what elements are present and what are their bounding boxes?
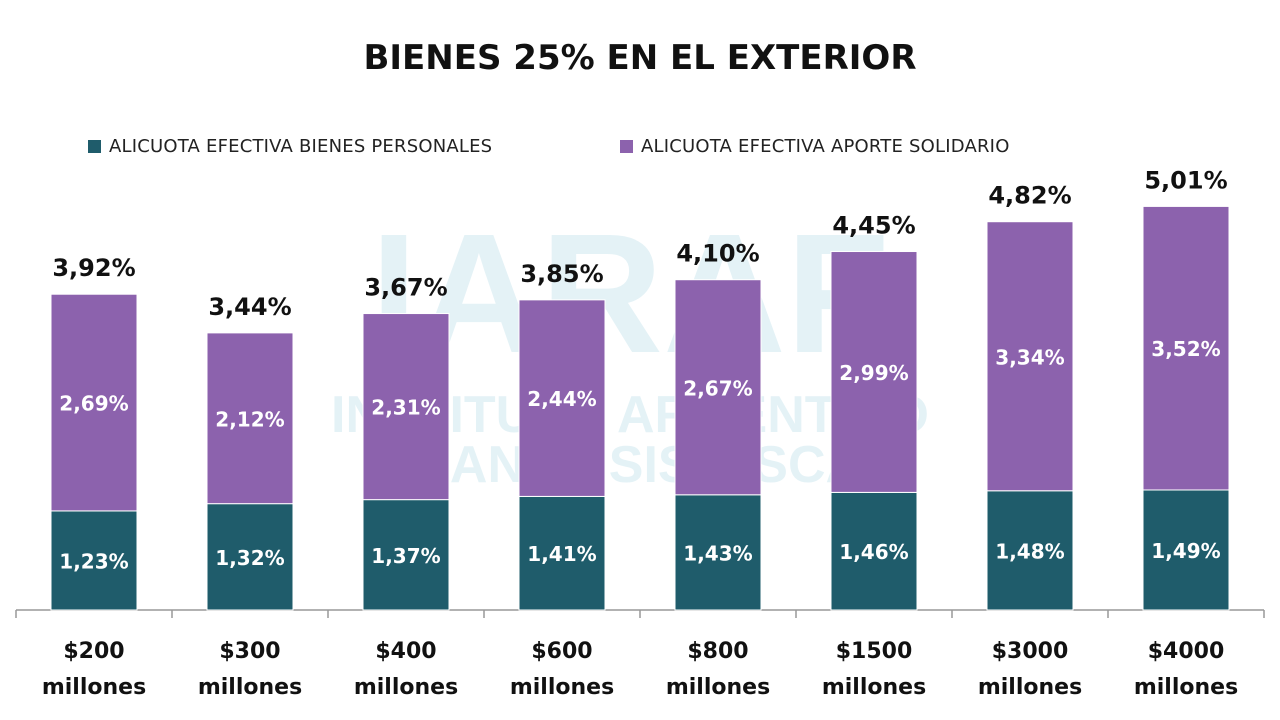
bar-aporte-solidario (830, 251, 918, 493)
data-label-aporte-solidario: 2,31% (371, 396, 440, 420)
bar-aporte-solidario (50, 293, 138, 512)
data-label-aporte-solidario: 2,99% (839, 361, 908, 385)
x-tick-label-unit: millones (1134, 675, 1238, 700)
total-label: 4,45% (832, 212, 915, 240)
total-label: 4,10% (676, 240, 759, 268)
bar-aporte-solidario (362, 313, 450, 501)
total-label: 4,82% (988, 182, 1071, 210)
bar-aporte-solidario (986, 221, 1074, 492)
x-tick-label-amount: $400 (375, 639, 436, 664)
data-label-aporte-solidario: 2,44% (527, 387, 596, 411)
x-tick-label-amount: $200 (63, 639, 124, 664)
bar-bienes-personales (674, 494, 762, 611)
data-label-bienes-personales: 1,32% (215, 546, 284, 570)
data-label-bienes-personales: 1,43% (683, 541, 752, 565)
total-label: 3,44% (208, 293, 291, 321)
legend: ALICUOTA EFECTIVA BIENES PERSONALES ALIC… (0, 136, 1280, 162)
bar-bienes-personales (518, 495, 606, 611)
bar-aporte-solidario (1142, 205, 1230, 491)
total-label: 3,92% (52, 254, 135, 282)
data-label-bienes-personales: 1,37% (371, 544, 440, 568)
data-label-aporte-solidario: 3,34% (995, 345, 1064, 369)
total-label: 3,67% (364, 274, 447, 302)
bar-bienes-personales (1142, 489, 1230, 611)
x-tick-label-amount: $4000 (1148, 639, 1225, 664)
chart-title: BIENES 25% EN EL EXTERIOR (363, 38, 917, 78)
x-tick-label-amount: $800 (687, 639, 748, 664)
bar-bienes-personales (830, 491, 918, 611)
data-label-bienes-personales: 1,49% (1151, 539, 1220, 563)
x-tick-label-amount: $300 (219, 639, 280, 664)
x-tick-label-amount: $3000 (992, 639, 1069, 664)
legend-item-aporte-solidario: ALICUOTA EFECTIVA APORTE SOLIDARIO (620, 136, 1010, 157)
legend-swatch-aporte-solidario (620, 140, 633, 153)
data-label-aporte-solidario: 2,12% (215, 407, 284, 431)
x-tick-label-unit: millones (666, 675, 770, 700)
bar-bienes-personales (362, 499, 450, 611)
x-tick-label-unit: millones (510, 675, 614, 700)
legend-label-bienes-personales: ALICUOTA EFECTIVA BIENES PERSONALES (109, 136, 493, 157)
bar-bienes-personales (206, 503, 294, 611)
data-label-bienes-personales: 1,46% (839, 540, 908, 564)
data-label-bienes-personales: 1,23% (59, 549, 128, 573)
x-tick-label-amount: $1500 (836, 639, 913, 664)
total-label: 3,85% (520, 260, 603, 288)
total-label: 5,01% (1144, 166, 1227, 194)
x-tick-label-unit: millones (354, 675, 458, 700)
bar-bienes-personales (986, 490, 1074, 611)
x-tick-label-unit: millones (42, 675, 146, 700)
x-tick-label-amount: $600 (531, 639, 592, 664)
legend-item-bienes-personales: ALICUOTA EFECTIVA BIENES PERSONALES (88, 136, 492, 157)
bar-aporte-solidario (206, 332, 294, 505)
data-label-aporte-solidario: 3,52% (1151, 337, 1220, 361)
bar-aporte-solidario (674, 279, 762, 496)
data-label-aporte-solidario: 2,69% (59, 392, 128, 416)
x-tick-label-unit: millones (198, 675, 302, 700)
data-label-bienes-personales: 1,41% (527, 542, 596, 566)
legend-label-aporte-solidario: ALICUOTA EFECTIVA APORTE SOLIDARIO (641, 136, 1010, 157)
data-label-aporte-solidario: 2,67% (683, 376, 752, 400)
x-tick-label-unit: millones (822, 675, 926, 700)
bar-aporte-solidario (518, 299, 606, 497)
data-label-bienes-personales: 1,48% (995, 539, 1064, 563)
legend-swatch-bienes-personales (88, 140, 101, 153)
x-tick-label-unit: millones (978, 675, 1082, 700)
bar-bienes-personales (50, 510, 138, 611)
